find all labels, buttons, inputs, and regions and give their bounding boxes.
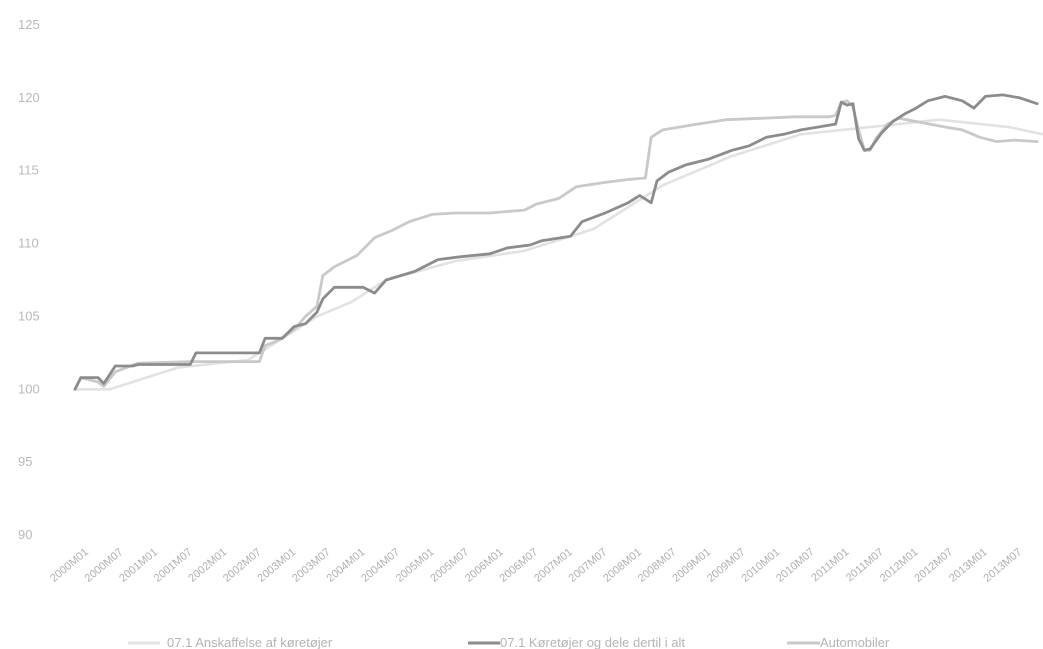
series-line-1 bbox=[73, 93, 1039, 391]
y-tick-label: 115 bbox=[18, 163, 39, 178]
y-tick-label: 95 bbox=[18, 454, 32, 469]
legend: 07.1 Anskaffelse af køretøjer 07.1 Køret… bbox=[128, 635, 890, 649]
y-tick-label: 110 bbox=[18, 236, 39, 251]
legend-label-automobiler: Automobiler bbox=[820, 635, 890, 649]
y-tick-label: 125 bbox=[18, 17, 40, 32]
legend-label-koretojer-total: 07.1 Køretøjer og dele dertil i alt bbox=[500, 635, 685, 649]
x-axis: 2000M012000M072001M012001M072002M012002M… bbox=[48, 546, 1024, 585]
y-axis: 90 95 100 105 110 115 120 125 bbox=[18, 17, 40, 542]
x-tick-label: 2010M07 bbox=[774, 546, 817, 585]
y-tick-label: 90 bbox=[18, 527, 32, 542]
series-line-0 bbox=[73, 118, 1043, 391]
legend-item-anskaffelse: 07.1 Anskaffelse af køretøjer bbox=[128, 635, 333, 649]
series-line-2 bbox=[73, 99, 1039, 391]
y-tick-label: 100 bbox=[18, 381, 40, 396]
x-tick-label: 2013M07 bbox=[982, 546, 1025, 585]
y-tick-label: 120 bbox=[18, 90, 40, 105]
legend-item-koretojer-total: 07.1 Køretøjer og dele dertil i alt bbox=[468, 635, 685, 649]
y-tick-label: 105 bbox=[18, 308, 40, 323]
legend-item-automobiler: Automobiler bbox=[787, 635, 890, 649]
legend-label-anskaffelse: 07.1 Anskaffelse af køretøjer bbox=[167, 635, 333, 649]
plot-lines bbox=[73, 93, 1043, 391]
x-tick-label: 2011M01 bbox=[809, 546, 851, 584]
